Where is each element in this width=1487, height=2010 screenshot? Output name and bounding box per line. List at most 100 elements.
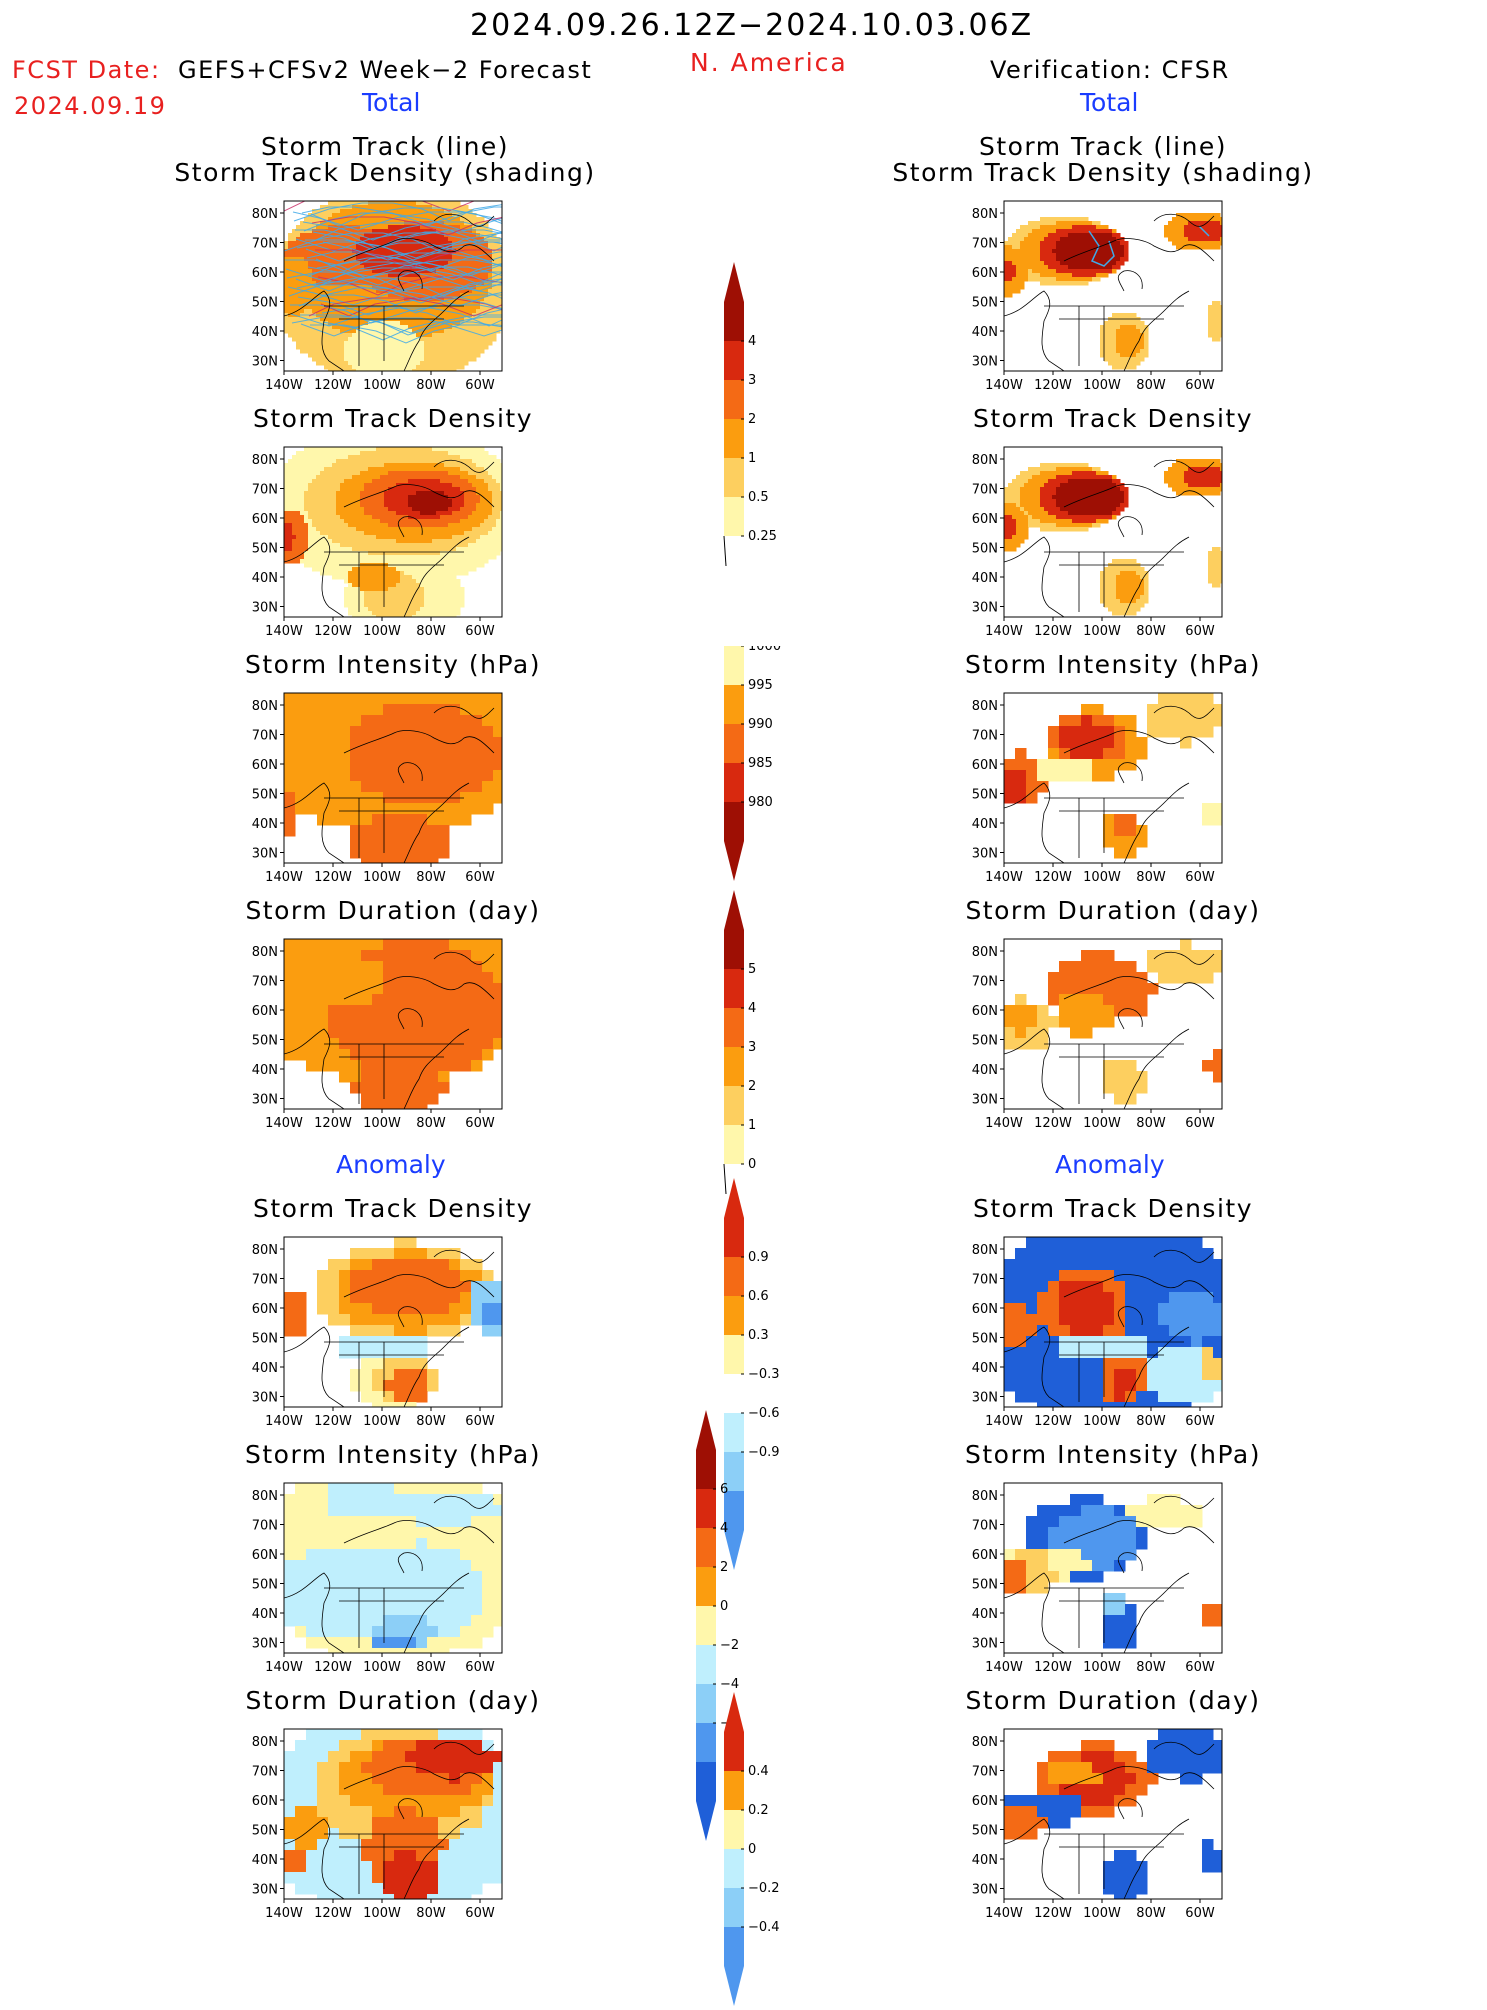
colorbar-tick-label: 4: [720, 1521, 728, 1536]
lon-tick-label: 140W: [265, 1414, 303, 1429]
colorbar-tick-label: 6: [720, 1482, 728, 1497]
lat-tick-label: 60N: [252, 758, 278, 773]
panel-title-anom-duration-left: Storm Duration (day): [203, 1686, 583, 1715]
lat-tick-label: 30N: [972, 1093, 998, 1108]
section-anomaly-right: Anomaly: [1055, 1150, 1165, 1179]
colorbar-tick-label: 980: [748, 795, 773, 810]
lon-tick-label: 120W: [314, 1906, 352, 1921]
lon-tick-label: 60W: [465, 1660, 495, 1675]
lat-tick-label: 50N: [972, 1332, 998, 1347]
colorbar-tick-label: 2: [720, 1560, 728, 1575]
colorbar-tick-label: 2: [748, 1079, 756, 1094]
lon-tick-label: 140W: [985, 1906, 1023, 1921]
colorbar-tick-label: 0.3: [748, 1328, 769, 1343]
lon-tick-label: 120W: [1034, 1414, 1072, 1429]
lat-tick-label: 50N: [252, 296, 278, 311]
lat-tick-label: 50N: [252, 1578, 278, 1593]
lon-tick-label: 120W: [1034, 624, 1072, 639]
lon-tick-label: 80W: [416, 1116, 446, 1131]
lat-tick-label: 80N: [972, 453, 998, 468]
colorbar-tick-label: −0.2: [748, 1881, 780, 1896]
lat-tick-label: 80N: [972, 1489, 998, 1504]
lon-tick-label: 60W: [465, 870, 495, 885]
lat-tick-label: 70N: [252, 729, 278, 744]
lat-tick-label: 70N: [972, 1273, 998, 1288]
lon-tick-label: 80W: [1136, 1414, 1166, 1429]
panel-title-intensity-right: Storm Intensity (hPa): [923, 650, 1303, 679]
lat-tick-label: 80N: [972, 207, 998, 222]
lon-tick-label: 120W: [1034, 870, 1072, 885]
panel-title-track-shading-left: Storm Track Density (shading): [140, 158, 630, 187]
colorbar-tick-label: −4: [720, 1677, 739, 1692]
lon-tick-label: 60W: [465, 624, 495, 639]
lon-tick-label: 80W: [1136, 624, 1166, 639]
lat-tick-label: 70N: [252, 975, 278, 990]
lon-tick-label: 80W: [416, 378, 446, 393]
lat-tick-label: 40N: [252, 1063, 278, 1078]
colorbar-tick-label: 3: [748, 373, 756, 388]
lat-tick-label: 80N: [252, 945, 278, 960]
lat-tick-label: 80N: [972, 699, 998, 714]
colorbar-tick-label: 4: [748, 334, 756, 349]
lat-tick-label: 80N: [252, 207, 278, 222]
lat-tick-label: 70N: [252, 1765, 278, 1780]
lon-tick-label: 140W: [985, 1660, 1023, 1675]
lon-tick-label: 120W: [314, 624, 352, 639]
period-title: 2024.09.26.12Z−2024.10.03.06Z: [470, 8, 1033, 43]
lat-tick-label: 30N: [252, 847, 278, 862]
colorbar-tick-label: 3: [748, 1040, 756, 1055]
panel-title-density-left: Storm Track Density: [203, 404, 583, 433]
lon-tick-label: 100W: [363, 1116, 401, 1131]
lon-tick-label: 140W: [265, 870, 303, 885]
lat-tick-label: 80N: [252, 453, 278, 468]
lat-tick-label: 70N: [972, 237, 998, 252]
lon-tick-label: 100W: [363, 378, 401, 393]
lon-tick-label: 140W: [985, 1116, 1023, 1131]
lat-tick-label: 60N: [252, 266, 278, 281]
lat-tick-label: 50N: [252, 542, 278, 557]
panel-title-duration-right: Storm Duration (day): [923, 896, 1303, 925]
lat-tick-label: 60N: [972, 1794, 998, 1809]
lon-tick-label: 120W: [314, 870, 352, 885]
colorbar-tick-label: 2: [748, 412, 756, 427]
lat-tick-label: 60N: [252, 1302, 278, 1317]
lon-tick-label: 60W: [1185, 378, 1215, 393]
lon-tick-label: 100W: [1083, 1906, 1121, 1921]
lon-tick-label: 120W: [1034, 1660, 1072, 1675]
lon-tick-label: 80W: [1136, 870, 1166, 885]
lat-tick-label: 40N: [252, 1607, 278, 1622]
colorbar-tick-label: 0.25: [748, 529, 777, 544]
lat-tick-label: 60N: [252, 1548, 278, 1563]
lon-tick-label: 100W: [1083, 624, 1121, 639]
panel-title-anom-density-left: Storm Track Density: [203, 1194, 583, 1223]
lat-tick-label: 30N: [252, 1093, 278, 1108]
colorbar-tick-label: 990: [748, 717, 773, 732]
section-total-right: Total: [1080, 88, 1138, 117]
lat-tick-label: 70N: [972, 483, 998, 498]
lon-tick-label: 140W: [265, 1660, 303, 1675]
lat-tick-label: 30N: [252, 1883, 278, 1898]
lat-tick-label: 70N: [252, 237, 278, 252]
lon-tick-label: 140W: [265, 1116, 303, 1131]
lon-tick-label: 140W: [985, 378, 1023, 393]
lat-tick-label: 60N: [972, 266, 998, 281]
panel-title-anom-intensity-left: Storm Intensity (hPa): [203, 1440, 583, 1469]
lat-tick-label: 30N: [252, 1391, 278, 1406]
panel-title-track-shading-right: Storm Track Density (shading): [858, 158, 1348, 187]
lon-tick-label: 140W: [985, 1414, 1023, 1429]
verification-label: Verification: CFSR: [990, 56, 1230, 84]
lon-tick-label: 60W: [1185, 1414, 1215, 1429]
lat-tick-label: 50N: [972, 788, 998, 803]
lat-tick-label: 30N: [972, 1883, 998, 1898]
colorbar-tick-label: −2: [720, 1638, 739, 1653]
lat-tick-label: 30N: [972, 601, 998, 616]
lon-tick-label: 60W: [1185, 624, 1215, 639]
colorbar-tick-label: 0: [720, 1599, 728, 1614]
